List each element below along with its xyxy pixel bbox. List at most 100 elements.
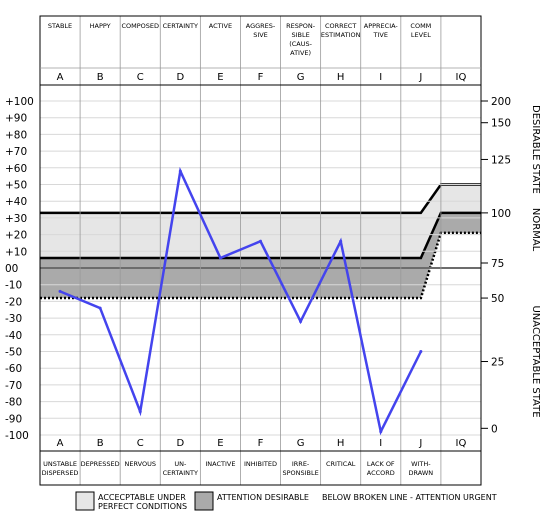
- column-bottom-label: CERTAINTY: [163, 469, 198, 477]
- y-tick-label: +40: [5, 196, 27, 208]
- column-top-label: SIBLE: [291, 31, 309, 39]
- y-tick-label: -40: [5, 330, 22, 342]
- column-letter-top: C: [137, 72, 144, 83]
- column-letter-bottom: B: [97, 438, 104, 449]
- y-tick-label: +20: [5, 230, 27, 242]
- column-letter-top: A: [57, 72, 64, 83]
- column-top-label: SIVE: [253, 31, 268, 39]
- column-top-label: ATIVE): [290, 49, 311, 57]
- iq-tick-label: 75: [491, 258, 504, 270]
- y-tick-label: +80: [5, 129, 27, 141]
- series-point: [218, 256, 222, 260]
- y-tick-label: +70: [5, 146, 27, 158]
- column-bottom-label: DISPERSED: [42, 469, 79, 477]
- column-letter-top: B: [97, 72, 104, 83]
- band-acceptable-perfect: [40, 184, 481, 258]
- column-letter-bottom: J: [418, 438, 422, 449]
- column-letter-bottom: IQ: [456, 438, 467, 449]
- column-top-label: HAPPY: [90, 22, 111, 30]
- iq-tick-label: 25: [491, 357, 504, 369]
- legend-swatch: [75, 491, 95, 511]
- y-tick-label: -90: [5, 413, 22, 425]
- column-letter-top: G: [297, 72, 305, 83]
- iq-tick-label: 0: [491, 423, 498, 435]
- column-letter-bottom: F: [258, 438, 264, 449]
- legend-swatch: [194, 491, 214, 511]
- iq-tick-label: 125: [491, 154, 511, 166]
- column-bottom-label: DRAWN: [409, 469, 434, 477]
- y-tick-label: -20: [5, 296, 22, 308]
- unacceptable-state-label: UNACCEPTABLE STATE: [530, 305, 541, 417]
- normal-label: NORMAL: [530, 208, 541, 252]
- column-top-label: AGGRES-: [246, 22, 276, 30]
- column-bottom-label: INHIBITED: [244, 460, 277, 468]
- y-tick-label: 00: [5, 263, 18, 275]
- y-tick-label: +10: [5, 246, 27, 258]
- series-line: [59, 166, 422, 436]
- line-acceptable-top: [40, 183, 481, 215]
- frame-layer: [39, 15, 482, 486]
- column-letter-top: E: [217, 72, 223, 83]
- column-top-label: RESPON-: [286, 22, 316, 30]
- column-top-label: LEVEL: [411, 31, 431, 39]
- y-tick-label: +100: [5, 96, 34, 108]
- legend-note: BELOW BROKEN LINE - ATTENTION URGENT: [322, 493, 497, 502]
- y-tick-label: +60: [5, 163, 27, 175]
- column-bottom-label: IRRE-: [292, 460, 310, 468]
- column-bottom-label: UNSTABLE: [43, 460, 77, 468]
- iq-tick-label: 100: [491, 208, 511, 220]
- column-bottom-label: NERVOUS: [124, 460, 155, 468]
- iq-tick-label: 200: [491, 96, 511, 108]
- legend-label: ACCECPTABLE UNDER: [98, 493, 186, 502]
- column-top-label: COMPOSED: [121, 22, 159, 30]
- column-bottom-label: LACK OF: [367, 460, 395, 468]
- column-letter-bottom: H: [337, 438, 345, 449]
- column-bottom-label: CRITICAL: [326, 460, 356, 468]
- column-letter-top: H: [337, 72, 345, 83]
- column-letter-bottom: D: [176, 438, 184, 449]
- y-tick-label: +90: [5, 113, 27, 125]
- y-tick-label: -80: [5, 397, 22, 409]
- series-point: [379, 430, 383, 434]
- y-tick-label: +30: [5, 213, 27, 225]
- column-bottom-label: SPONSIBLE: [282, 469, 318, 477]
- left-y-axis: +100 +90 +80 +70 +60 +50 +40 +30 +20 +10 00 -10 -20 -…: [5, 96, 34, 442]
- column-letter-bottom: G: [297, 438, 305, 449]
- column-top-label: CERTAINTY: [163, 22, 198, 30]
- column-letter-bottom: I: [379, 438, 382, 449]
- line-normal: [40, 211, 481, 260]
- y-tick-label: -60: [5, 363, 22, 375]
- column-top-label: (CAUS-: [289, 40, 312, 48]
- grid-layer: [40, 16, 481, 485]
- column-top-label: ESTIMATION: [321, 31, 361, 39]
- series-point: [259, 239, 262, 243]
- column-bottom-label: UN-: [174, 460, 187, 468]
- column-bottom-label: DEPRESSED: [81, 460, 120, 468]
- column-bottom-label: ACCORD: [367, 469, 395, 477]
- y-tick-label: -70: [5, 380, 22, 392]
- column-letter-bottom: C: [137, 438, 144, 449]
- y-tick-label: -10: [5, 280, 22, 292]
- line-attention-urgent: [40, 231, 481, 300]
- column-bottom-label: INACTIVE: [205, 460, 235, 468]
- iq-tick-label: 50: [491, 293, 504, 305]
- column-bottom-label: WITH-: [411, 460, 431, 468]
- y-tick-label: -100: [5, 430, 29, 442]
- right-iq-axis: 200 150 125 100 75 50 25 0 DESIRABLE STATE NORMAL…: [481, 96, 541, 435]
- column-letter-top: J: [418, 72, 422, 83]
- column-top-label: COMM: [410, 22, 431, 30]
- column-letter-bottom: E: [217, 438, 223, 449]
- y-tick-label: -30: [5, 313, 22, 325]
- y-tick-label: +50: [5, 180, 27, 192]
- series-point: [419, 350, 423, 353]
- column-letter-top: IQ: [456, 72, 467, 83]
- column-top-label: TIVE: [373, 31, 388, 39]
- column-top-label: ACTIVE: [209, 22, 232, 30]
- legend-label: PERFECT CONDITIONS: [98, 502, 187, 511]
- chart-frame: [39, 15, 482, 486]
- series-point: [98, 306, 102, 310]
- column-top-label: STABLE: [48, 22, 72, 30]
